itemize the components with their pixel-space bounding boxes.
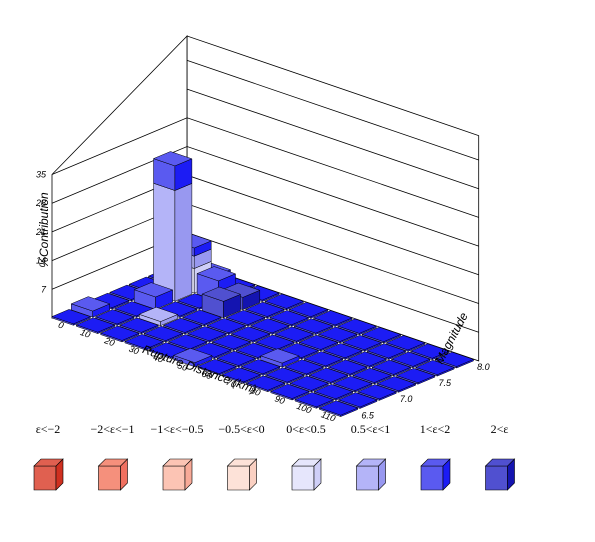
legend-swatch-front [34,466,56,490]
legend-swatch-front [163,466,185,490]
gridline-back [187,89,479,189]
gridline-z [52,147,479,247]
gridline-z [52,175,479,275]
legend-item: 1<ε<2 [420,422,451,490]
chart-bars [52,152,474,417]
legend-swatch-front [292,466,314,490]
y-tick-label: 8.0 [477,362,490,372]
legend-item: −2<ε<−1 [90,422,134,490]
legend-label: 1<ε<2 [420,422,451,436]
bar-front [154,183,175,301]
x-tick-label: 0 [57,320,65,331]
legend-label: −0.5<ε<0 [218,422,264,436]
x-tick-label: 10 [79,327,92,340]
legend-label: 0.5<ε<1 [351,422,391,436]
gridline-z [52,118,479,218]
legend-swatch-front [486,466,508,490]
legend-item: 0<ε<0.5 [286,422,326,490]
x-tick-label: 90 [273,393,286,406]
legend-swatch-front [228,466,250,490]
legend-label: −2<ε<−1 [90,422,134,436]
z-tick-label: 7 [41,284,47,294]
bar-segment [154,176,192,301]
legend-item: −1<ε<−0.5 [150,422,203,490]
x-tick-label: 30 [128,344,141,357]
gridline-back [187,60,479,160]
legend-label: −1<ε<−0.5 [150,422,203,436]
legend-item: 2<ε [486,422,515,490]
legend-label: 2<ε [491,422,509,436]
legend-swatch-front [99,466,121,490]
bar-segment [154,152,192,191]
x-tick-label: 20 [102,335,116,348]
legend-item: −0.5<ε<0 [218,422,264,490]
z-axis-title: %Contribution [37,192,51,268]
legend-item: ε<−2 [34,422,63,490]
legend-label: 0<ε<0.5 [286,422,326,436]
z-tick-label: 35 [36,170,47,180]
legend-label: ε<−2 [36,422,61,436]
legend-swatch-front [421,466,443,490]
y-tick-label: 6.5 [361,410,375,420]
y-tick-label: 7.5 [439,378,453,388]
legend: ε<−2 −2<ε<−1 −1<ε<−0.5 −0.5<ε<0 0<ε<0.5 0.5<ε… [34,422,515,490]
y-tick-label: 7.0 [400,394,413,404]
bar-side [175,183,192,301]
legend-swatch-front [357,466,379,490]
legend-item: 0.5<ε<1 [351,422,391,490]
